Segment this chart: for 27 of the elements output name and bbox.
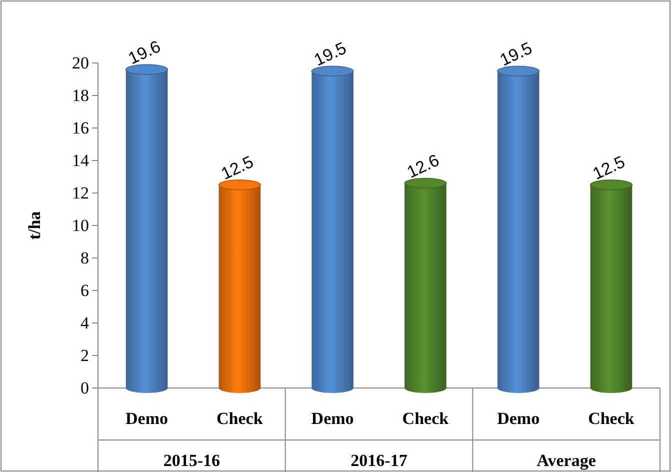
x-tick-label: Demo	[126, 409, 168, 428]
y-tick-label: 6	[80, 280, 89, 300]
y-tick-label: 14	[72, 150, 90, 170]
y-axis-title: t/ha	[25, 210, 44, 240]
y-tick-label: 20	[72, 53, 89, 72]
y-tick-label: 2	[80, 346, 89, 365]
text: Average	[536, 451, 596, 470]
data-label: 19.6	[125, 36, 164, 68]
data-label: 12.5	[590, 152, 628, 184]
x-tick-label: Demo	[311, 409, 354, 428]
y-tick-label: 16	[72, 118, 89, 138]
data-label: 19.5	[311, 38, 350, 70]
text: 2016-17	[350, 451, 408, 470]
text: 2015-16	[163, 451, 220, 470]
data-label: 12.5	[218, 152, 256, 184]
y-tick-label: 0	[80, 378, 89, 398]
x-tick-label: Demo	[497, 409, 540, 428]
y-tick-label: 12	[72, 183, 89, 202]
y-tick-label: 18	[72, 86, 89, 105]
y-tick-label: 8	[80, 248, 89, 268]
x-tick-label: Check	[216, 409, 264, 428]
y-tick-label: 4	[80, 313, 90, 332]
data-label: 19.5	[497, 38, 536, 70]
data-label: 12.6	[404, 150, 442, 182]
y-tick-label: 10	[72, 216, 89, 235]
x-tick-label: Check	[402, 409, 450, 428]
x-tick-label: Check	[588, 409, 635, 428]
